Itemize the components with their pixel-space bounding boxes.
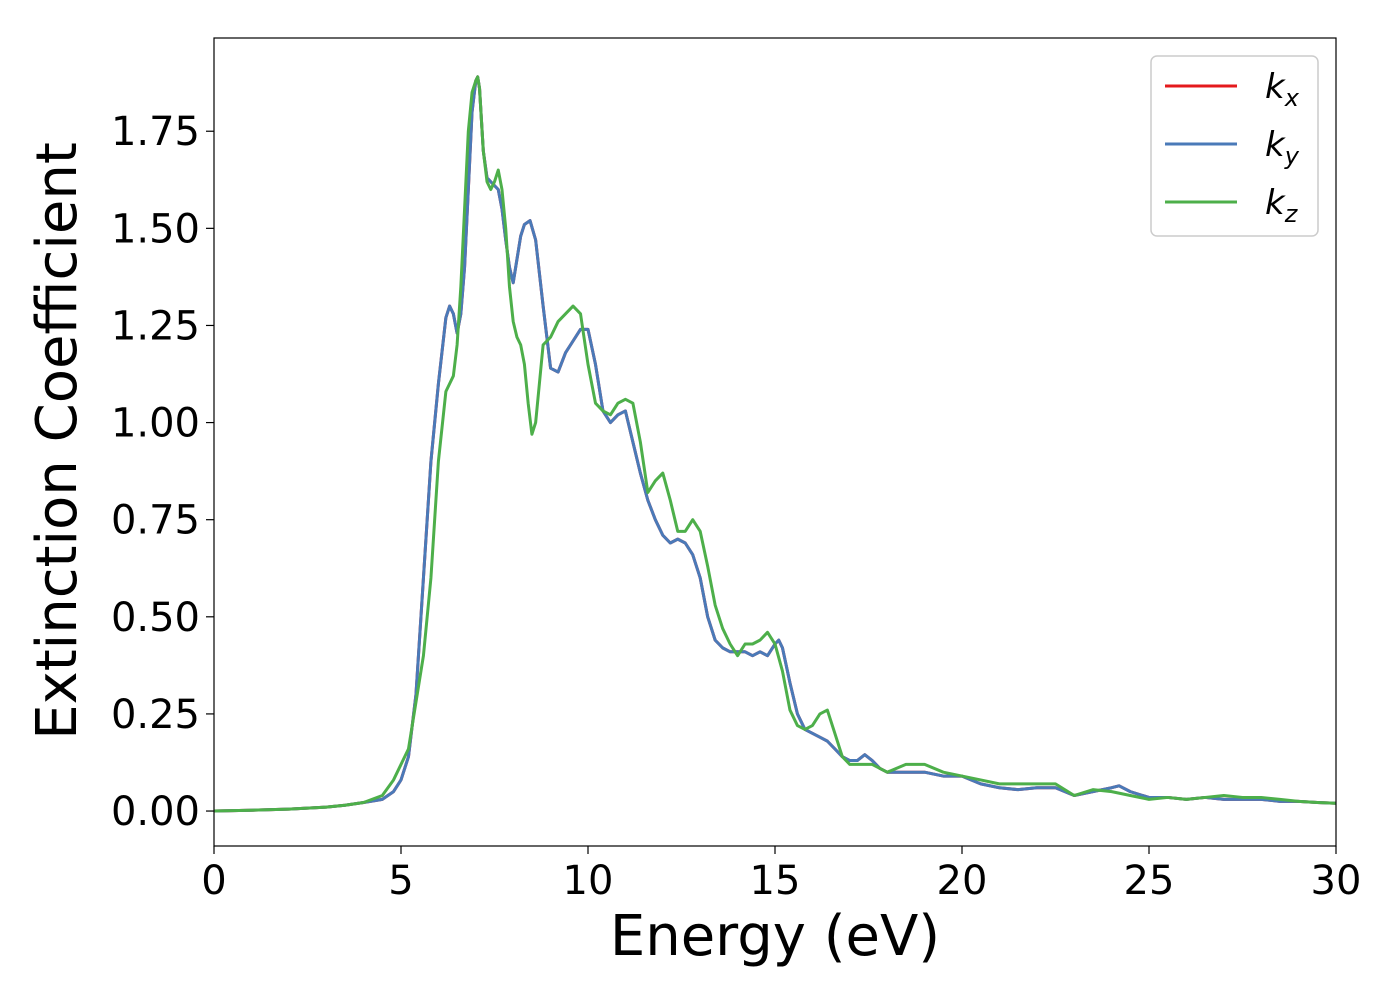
x-tick-label: 0 <box>201 858 226 904</box>
y-tick-label: 0.75 <box>111 498 200 544</box>
legend: kx ky kz <box>1150 55 1319 237</box>
x-axis-ticks: 0 5 10 15 20 25 30 <box>201 846 1361 904</box>
x-axis-label: Energy (eV) <box>610 904 940 969</box>
y-tick-label: 0.00 <box>111 789 200 835</box>
series-line-ky <box>214 75 1336 813</box>
y-tick-label: 0.25 <box>111 692 200 738</box>
x-tick-label: 10 <box>563 858 614 904</box>
y-tick-label: 0.50 <box>111 595 200 641</box>
legend-label-kz: kz <box>1265 183 1299 228</box>
x-tick-label: 15 <box>750 858 801 904</box>
series-line-kz <box>214 75 1336 813</box>
y-tick-label: 1.75 <box>111 109 200 155</box>
y-axis-label: Extinction Coefficient <box>25 142 90 740</box>
x-tick-label: 30 <box>1311 858 1362 904</box>
y-tick-label: 1.25 <box>111 303 200 349</box>
y-tick-label: 1.00 <box>111 401 200 447</box>
x-tick-label: 25 <box>1124 858 1175 904</box>
y-axis-ticks: 0.00 0.25 0.50 0.75 1.00 1.25 1.50 1.75 <box>111 109 214 835</box>
legend-label-ky: ky <box>1265 125 1300 170</box>
x-tick-label: 5 <box>388 858 413 904</box>
x-tick-label: 20 <box>937 858 988 904</box>
legend-box <box>1150 55 1319 237</box>
y-tick-label: 1.50 <box>111 206 200 252</box>
legend-label-kx: kx <box>1265 67 1300 112</box>
